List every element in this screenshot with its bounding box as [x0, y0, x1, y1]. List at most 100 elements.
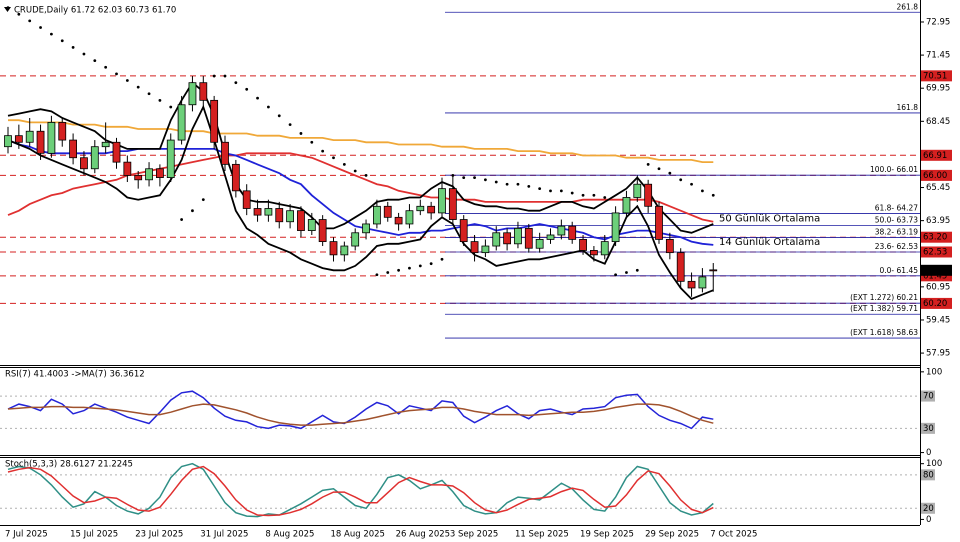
indicator-line [7, 152, 714, 223]
sar-dot [679, 178, 683, 182]
candle-body [427, 205, 436, 214]
x-tick-label: 7 Jul 2025 [5, 530, 48, 540]
level-box [921, 502, 935, 514]
level-box [921, 270, 952, 282]
level-box [921, 390, 935, 402]
indicator-line [7, 81, 714, 234]
candle-body [14, 135, 23, 143]
candle-body [481, 245, 490, 254]
candle-body [709, 269, 718, 272]
candle-body [622, 197, 631, 214]
sar-dot [635, 268, 639, 272]
last-price-box [921, 264, 952, 276]
sar-dot [212, 74, 216, 78]
y-tick-label: 72.95 [926, 17, 950, 27]
sar-dot [538, 187, 542, 191]
panel-title: RSI(7) 41.4003 ->MA(7) 36.3612 [5, 370, 145, 380]
x-tick-label: 11 Sep 2025 [515, 530, 569, 540]
sar-dot [440, 257, 444, 261]
y-tick-label: 65.45 [926, 183, 950, 193]
sar-dot [39, 26, 42, 29]
candle-body [665, 239, 674, 254]
level-box [921, 231, 952, 243]
x-tick-label: 15 Jul 2025 [70, 530, 118, 540]
sar-dot [201, 198, 205, 202]
sar-dot [353, 169, 357, 173]
candle-body [568, 225, 577, 240]
candle-body [177, 104, 186, 141]
candle-body [448, 188, 457, 220]
level-box [921, 246, 952, 258]
candle-body [307, 219, 316, 231]
candle-body [633, 183, 642, 198]
sar-dot [277, 114, 281, 118]
candle-body [58, 122, 67, 141]
candle-body [286, 210, 295, 223]
x-tick-label: 8 Aug 2025 [265, 530, 314, 540]
sar-dot [473, 176, 476, 179]
fib-label: 23.6- 62.53 [875, 242, 918, 251]
level-label: 70 [923, 392, 934, 402]
sar-dot [701, 189, 704, 193]
sar-dot [570, 191, 574, 195]
sar-dot [180, 218, 184, 221]
y-tick-label: 100 [926, 459, 942, 469]
level-label: 60.20 [923, 299, 947, 309]
sar-dot [310, 140, 314, 144]
candle-body [579, 239, 587, 251]
sar-dot [690, 182, 693, 186]
candle-body [123, 161, 132, 176]
sar-dot [60, 39, 64, 43]
level-label: 62.53 [923, 247, 947, 257]
sar-dot [299, 132, 303, 135]
candle-body [221, 141, 229, 165]
fib-label: (EXT 1.618) 58.63 [850, 328, 918, 337]
indicator-line [7, 462, 714, 518]
sar-dot [364, 173, 368, 177]
candle-body [405, 210, 414, 225]
candle-body [188, 82, 197, 106]
x-tick-label: 31 Jul 2025 [200, 530, 248, 540]
level-box [921, 469, 935, 481]
y-tick-label: 59.45 [926, 315, 950, 325]
sar-dot [245, 87, 249, 91]
candle-body [524, 227, 533, 249]
x-tick-label: 19 Sep 2025 [580, 530, 634, 540]
x-tick-label: 26 Aug 2025 [396, 530, 450, 540]
candle-body [297, 210, 305, 231]
y-tick-label: 57.95 [926, 349, 950, 359]
sar-dot [50, 32, 53, 36]
sar-dot [321, 149, 325, 153]
sar-dot [267, 105, 270, 109]
level-box [921, 70, 952, 82]
indicator-line [7, 465, 714, 517]
candle-body [210, 99, 219, 143]
level-box [921, 149, 952, 161]
x-tick-label: 18 Aug 2025 [331, 530, 385, 540]
sar-dot [657, 167, 661, 171]
candle-body [36, 130, 45, 154]
panel-title: Stoch(5,3,3) 28.6127 21.2245 [5, 460, 133, 470]
y-tick-label: 63.95 [926, 216, 950, 226]
sar-dot [169, 105, 173, 109]
candle-body [340, 245, 349, 256]
level-label: 66.00 [923, 171, 947, 181]
level-label: 66.91 [923, 151, 947, 161]
level-label: 63.20 [923, 233, 947, 243]
sar-dot [494, 180, 498, 184]
candle-body [155, 168, 164, 178]
x-tick-label: 3 Sep 2025 [450, 530, 498, 540]
candle-body [644, 183, 653, 207]
candle-body [416, 205, 425, 212]
sar-dot [505, 182, 509, 186]
sar-dot [625, 271, 628, 274]
indicator-line [7, 139, 714, 246]
y-tick-label: 0 [926, 448, 931, 458]
candle-body [253, 208, 262, 216]
candle-body [318, 219, 327, 243]
x-tick-label: 23 Jul 2025 [135, 530, 183, 540]
sar-dot [256, 96, 259, 100]
fib-label: 261.8 [897, 2, 919, 11]
